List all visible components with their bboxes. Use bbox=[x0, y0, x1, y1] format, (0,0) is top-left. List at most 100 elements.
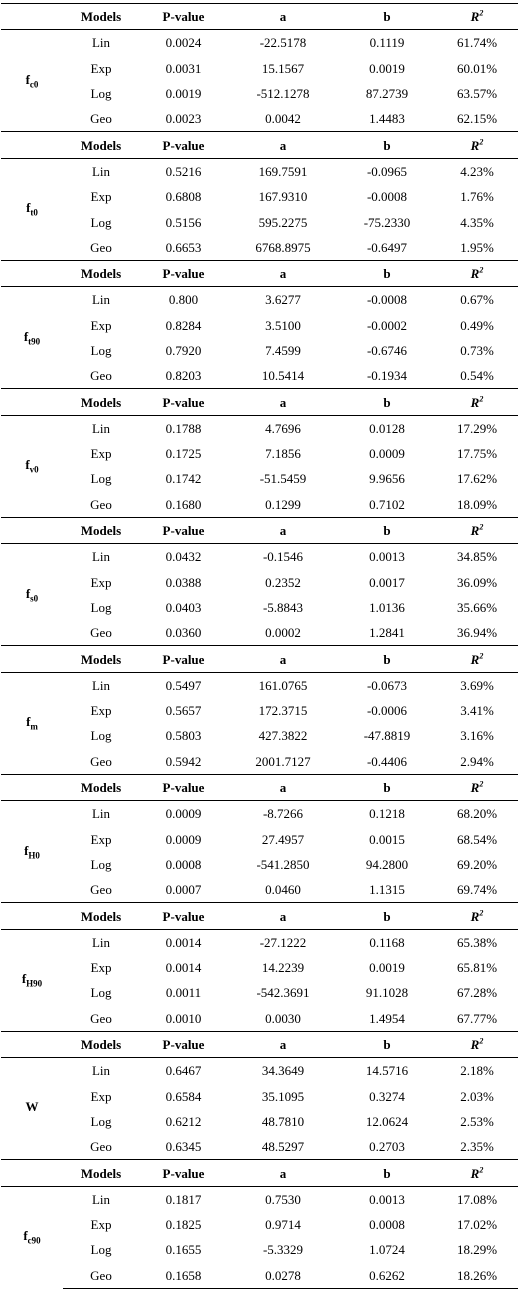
model-name: Lin bbox=[63, 800, 139, 827]
header-empty-cell bbox=[1, 2, 63, 30]
r-squared-value: 0.67% bbox=[436, 286, 518, 313]
p-value: 0.0023 bbox=[165, 111, 202, 127]
header-models: Models bbox=[63, 516, 139, 544]
parameter-subscript: s0 bbox=[30, 593, 39, 604]
r-squared-exponent: 2 bbox=[479, 1165, 484, 1175]
p-value: 0.1742 bbox=[165, 471, 202, 487]
table-row: Geo 0.6653 6768.8975 -0.6497 1.95% bbox=[1, 235, 518, 261]
header-row: Models P-value a b R2 bbox=[1, 1159, 518, 1187]
header-row: Models P-value a b R2 bbox=[1, 131, 518, 159]
coefficient-b: 1.4954 bbox=[369, 1010, 405, 1026]
r-squared-base: R bbox=[470, 908, 480, 924]
coefficient-a: 2001.7127 bbox=[255, 753, 311, 769]
model-name: Log bbox=[90, 471, 112, 487]
coefficient-a: 0.0030 bbox=[265, 1010, 301, 1026]
header-r2: R2 bbox=[436, 902, 518, 930]
p-value: 0.0011 bbox=[165, 985, 202, 1001]
model-name: Exp bbox=[90, 1088, 112, 1104]
parameter-symbol: f bbox=[25, 457, 30, 473]
p-value: 0.7920 bbox=[165, 343, 202, 358]
parameter-label: W bbox=[1, 1057, 63, 1160]
parameter-symbol: f bbox=[25, 585, 31, 601]
table-row: Geo 0.0007 0.0460 1.1315 69.74% bbox=[1, 877, 518, 903]
coefficient-a: -0.1546 bbox=[228, 543, 338, 570]
p-value: 0.6584 bbox=[165, 1088, 202, 1104]
header-models: Models bbox=[63, 902, 139, 930]
table-row: Exp 0.0031 15.1567 0.0019 60.01% bbox=[1, 56, 518, 81]
header-empty-cell bbox=[1, 516, 63, 544]
coefficient-b: -0.1934 bbox=[366, 368, 408, 384]
model-name: Log bbox=[90, 343, 112, 358]
table-row: Exp 0.0009 27.4957 0.0015 68.54% bbox=[1, 827, 518, 852]
table-row: fv0 Lin 0.1788 4.7696 0.0128 17.29% bbox=[1, 414, 518, 518]
table-row: Log 0.5156 595.2275 -75.2330 4.35% bbox=[1, 209, 518, 234]
r-squared-base: R bbox=[470, 266, 480, 282]
coefficient-b: 14.5716 bbox=[338, 1057, 436, 1084]
model-name: Lin bbox=[63, 157, 139, 185]
model-name: Geo bbox=[90, 239, 112, 255]
model-name: Log bbox=[90, 1113, 112, 1129]
coefficient-a: -512.1278 bbox=[256, 86, 310, 102]
coefficient-b: -47.8819 bbox=[363, 728, 411, 744]
coefficient-b: -0.0673 bbox=[338, 671, 436, 699]
p-value: 0.6467 bbox=[139, 1057, 228, 1084]
parameter-label: fc0 bbox=[1, 29, 63, 132]
header-b: b bbox=[338, 516, 436, 544]
model-name: Log bbox=[90, 86, 112, 102]
coefficient-a: 34.3649 bbox=[228, 1057, 338, 1084]
r-squared-value: 34.85% bbox=[436, 543, 518, 570]
r-squared-label: R2 bbox=[471, 266, 484, 281]
r-squared-value: 61.74% bbox=[436, 29, 518, 56]
table-row: ft90 Lin 0.800 3.6277 -0.0008 0.67% bbox=[1, 286, 518, 389]
header-r2: R2 bbox=[436, 131, 518, 159]
r-squared-label: R2 bbox=[471, 652, 484, 667]
coefficient-b: 1.2841 bbox=[369, 625, 405, 641]
r-squared-exponent: 2 bbox=[479, 651, 484, 661]
coefficient-a: 6768.8975 bbox=[255, 239, 311, 255]
r-squared-value: 68.54% bbox=[456, 831, 498, 847]
table-row: Log 0.5803 427.3822 -47.8819 3.16% bbox=[1, 723, 518, 748]
table-row: fH90 Lin 0.0014 -27.1222 0.1168 65.38% bbox=[1, 928, 518, 1032]
r-squared-value: 69.20% bbox=[456, 856, 498, 872]
model-name: Exp bbox=[90, 446, 112, 462]
coefficient-a: 595.2275 bbox=[258, 214, 308, 230]
model-name: Geo bbox=[90, 882, 112, 898]
coefficient-b: 1.1315 bbox=[369, 882, 405, 898]
header-empty-cell bbox=[1, 259, 63, 287]
p-value: 0.6345 bbox=[165, 1139, 202, 1155]
r-squared-label: R2 bbox=[471, 138, 484, 153]
header-r2: R2 bbox=[436, 1030, 518, 1058]
parameter-label: fs0 bbox=[1, 543, 63, 646]
model-name: Geo bbox=[90, 496, 112, 512]
r-squared-value: 68.20% bbox=[436, 800, 518, 827]
r-squared-label: R2 bbox=[471, 909, 484, 924]
table-row: Geo 0.0360 0.0002 1.2841 36.94% bbox=[1, 620, 518, 646]
parameter-symbol: f bbox=[23, 1228, 28, 1244]
parameter-subscript: t0 bbox=[30, 207, 38, 218]
header-a: a bbox=[228, 645, 338, 673]
model-name: Geo bbox=[63, 1262, 139, 1289]
parameter-label: fv0 bbox=[1, 414, 63, 518]
header-row: Models P-value a b R2 bbox=[1, 388, 518, 416]
coefficient-a: 161.0765 bbox=[228, 671, 338, 699]
table-row: W Lin 0.6467 34.3649 14.5716 2.18% bbox=[1, 1057, 518, 1160]
header-a: a bbox=[228, 388, 338, 416]
coefficient-a: -51.5459 bbox=[259, 471, 307, 487]
header-a: a bbox=[228, 131, 338, 159]
coefficient-b: 94.2800 bbox=[365, 856, 409, 872]
p-value: 0.0010 bbox=[165, 1010, 202, 1026]
r-squared-exponent: 2 bbox=[479, 908, 484, 918]
header-models: Models bbox=[63, 773, 139, 801]
p-value: 0.5497 bbox=[139, 671, 228, 699]
r-squared-value: 2.53% bbox=[460, 1113, 494, 1129]
table-row: Geo 0.0010 0.0030 1.4954 67.77% bbox=[1, 1006, 518, 1032]
header-b: b bbox=[338, 902, 436, 930]
r-squared-base: R bbox=[470, 651, 480, 667]
table-row: Log 0.0019 -512.1278 87.2739 63.57% bbox=[1, 81, 518, 106]
header-row: Models P-value a b R2 bbox=[1, 2, 518, 30]
p-value: 0.0009 bbox=[139, 800, 228, 827]
table-row: Log 0.6212 48.7810 12.0624 2.53% bbox=[1, 1109, 518, 1134]
header-row: Models P-value a b R2 bbox=[1, 516, 518, 544]
header-b: b bbox=[338, 131, 436, 159]
model-name: Geo bbox=[90, 111, 112, 127]
